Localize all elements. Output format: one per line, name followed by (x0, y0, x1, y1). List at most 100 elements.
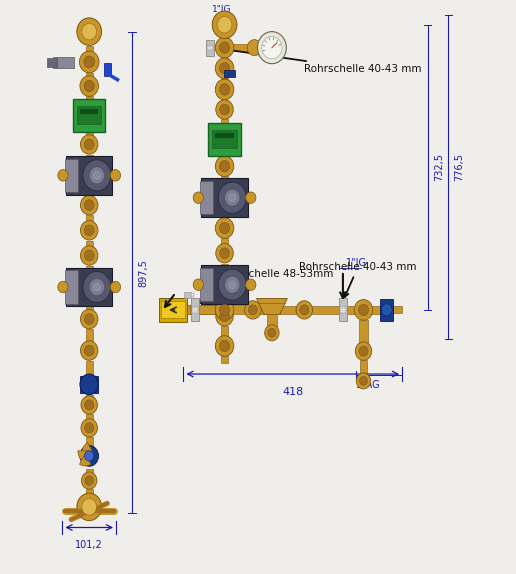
FancyBboxPatch shape (359, 320, 367, 349)
Circle shape (381, 304, 392, 316)
Circle shape (300, 305, 309, 315)
FancyBboxPatch shape (221, 100, 228, 110)
FancyBboxPatch shape (221, 217, 228, 227)
Wedge shape (82, 443, 93, 453)
Circle shape (215, 218, 234, 238)
Circle shape (80, 195, 98, 215)
Circle shape (93, 172, 101, 179)
Circle shape (217, 17, 232, 33)
Circle shape (81, 418, 98, 437)
FancyBboxPatch shape (393, 307, 402, 313)
Text: 897,5: 897,5 (138, 259, 148, 286)
Text: 1"IG: 1"IG (212, 5, 232, 14)
Circle shape (215, 156, 234, 176)
FancyBboxPatch shape (86, 329, 93, 350)
FancyBboxPatch shape (360, 360, 367, 379)
FancyBboxPatch shape (159, 298, 187, 322)
Circle shape (246, 279, 256, 290)
Circle shape (80, 76, 99, 96)
FancyBboxPatch shape (208, 123, 241, 156)
FancyBboxPatch shape (86, 46, 93, 61)
FancyBboxPatch shape (65, 270, 78, 304)
FancyBboxPatch shape (86, 395, 93, 405)
FancyBboxPatch shape (340, 307, 346, 313)
Circle shape (212, 11, 237, 38)
Circle shape (80, 374, 99, 395)
Circle shape (110, 169, 121, 181)
Circle shape (359, 346, 368, 356)
Circle shape (193, 192, 203, 203)
Circle shape (268, 328, 276, 337)
FancyBboxPatch shape (47, 58, 57, 67)
Circle shape (215, 336, 234, 356)
Circle shape (360, 377, 367, 385)
Wedge shape (79, 453, 91, 466)
Text: 1"IG: 1"IG (346, 258, 366, 268)
Circle shape (84, 80, 94, 92)
Circle shape (80, 309, 98, 329)
FancyBboxPatch shape (66, 267, 112, 307)
Circle shape (85, 379, 93, 389)
FancyBboxPatch shape (221, 238, 228, 253)
FancyBboxPatch shape (206, 40, 214, 56)
Circle shape (80, 246, 98, 265)
FancyBboxPatch shape (201, 178, 248, 217)
FancyBboxPatch shape (347, 306, 361, 314)
FancyBboxPatch shape (221, 38, 228, 44)
Circle shape (215, 37, 234, 58)
Circle shape (89, 167, 105, 184)
Circle shape (79, 51, 99, 73)
Circle shape (218, 182, 246, 214)
Circle shape (354, 300, 373, 320)
Circle shape (82, 472, 97, 489)
Circle shape (85, 476, 93, 485)
FancyBboxPatch shape (86, 215, 93, 230)
FancyBboxPatch shape (86, 488, 93, 500)
Circle shape (81, 396, 98, 414)
Circle shape (85, 139, 94, 150)
FancyBboxPatch shape (86, 266, 93, 276)
FancyBboxPatch shape (86, 73, 93, 86)
FancyBboxPatch shape (221, 119, 228, 128)
FancyBboxPatch shape (77, 106, 101, 125)
Circle shape (229, 194, 236, 201)
Circle shape (262, 36, 282, 59)
FancyBboxPatch shape (221, 78, 228, 90)
Circle shape (58, 169, 68, 181)
Circle shape (218, 269, 246, 300)
Circle shape (110, 281, 121, 293)
FancyBboxPatch shape (304, 306, 341, 314)
FancyBboxPatch shape (221, 356, 228, 363)
FancyBboxPatch shape (201, 181, 214, 214)
FancyBboxPatch shape (86, 155, 93, 164)
FancyBboxPatch shape (230, 44, 254, 51)
Text: Rohrschelle 40-43 mm: Rohrschelle 40-43 mm (217, 47, 422, 74)
FancyBboxPatch shape (190, 293, 194, 297)
FancyBboxPatch shape (207, 46, 213, 50)
FancyBboxPatch shape (339, 298, 347, 321)
Circle shape (93, 283, 101, 291)
Circle shape (216, 243, 233, 263)
FancyBboxPatch shape (380, 299, 393, 321)
Text: Rohrschelle 48-53mm: Rohrschelle 48-53mm (196, 269, 334, 303)
Circle shape (85, 423, 94, 433)
Circle shape (219, 42, 230, 53)
FancyBboxPatch shape (80, 108, 98, 114)
FancyBboxPatch shape (221, 304, 228, 316)
FancyBboxPatch shape (267, 315, 277, 330)
Circle shape (85, 451, 94, 461)
FancyBboxPatch shape (212, 130, 237, 149)
Circle shape (77, 493, 102, 521)
FancyBboxPatch shape (221, 176, 228, 185)
FancyBboxPatch shape (86, 241, 93, 255)
Circle shape (257, 32, 286, 64)
Circle shape (359, 304, 368, 316)
Circle shape (246, 192, 256, 203)
Circle shape (265, 325, 279, 341)
FancyBboxPatch shape (224, 69, 235, 77)
FancyBboxPatch shape (183, 305, 189, 315)
Circle shape (219, 84, 230, 95)
Circle shape (296, 301, 313, 319)
Circle shape (80, 341, 98, 360)
Circle shape (219, 340, 230, 352)
